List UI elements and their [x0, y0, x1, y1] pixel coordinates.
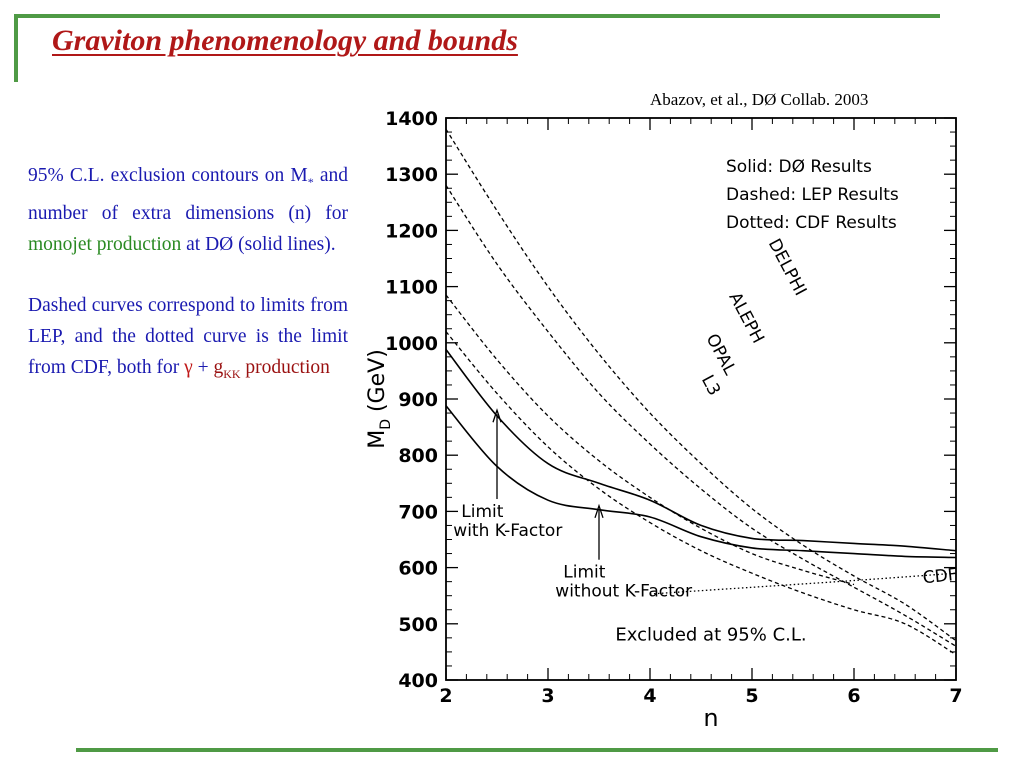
- y-tick-label: 900: [398, 389, 438, 411]
- x-tick-label: 4: [643, 685, 656, 707]
- p1-subscript: *: [307, 174, 314, 189]
- chart-legend: Solid: DØ Results Dashed: LEP Results Dott…: [726, 157, 899, 233]
- y-tick-label: 500: [398, 614, 438, 636]
- frame-bottom-bar: [76, 748, 998, 752]
- p2-g: g: [213, 356, 224, 378]
- x-tick-label: 5: [745, 685, 758, 707]
- y-tick-label: 400: [398, 670, 438, 692]
- y-axis-label: MD (GeV): [365, 349, 394, 449]
- x-tick-label: 6: [847, 685, 860, 707]
- p2-g-subscript: KK: [223, 366, 241, 381]
- y-tick-label: 700: [398, 501, 438, 523]
- y-tick-label: 1100: [385, 277, 438, 299]
- series-cdf: [649, 572, 957, 595]
- x-axis-label: n: [703, 704, 718, 730]
- annotation-arrowhead-1: [594, 503, 604, 518]
- series-limit-with-k-factor: [445, 349, 957, 552]
- paragraph-2: Dashed curves correspond to limits from …: [28, 290, 348, 390]
- chart-ticks: 2 3 4 5 6 7 400 500 600 700 800 900 1000 1100 1200 1300…: [365, 108, 963, 730]
- excluded-region-label: Excluded at 95% C.L.: [615, 625, 806, 646]
- frame-top-bar: [14, 14, 940, 18]
- p1-text-b: and number of extra dimensions (n) for: [28, 165, 349, 224]
- annotation-subtitle-1: without K-Factor: [555, 582, 692, 602]
- curve-label-l3: L3: [697, 372, 724, 399]
- p2-plus: +: [192, 356, 214, 378]
- y-tick-label: 800: [398, 445, 438, 467]
- p1-highlight: monojet production: [28, 233, 182, 255]
- series-delphi: [445, 128, 957, 642]
- y-tick-label: 1000: [385, 333, 438, 355]
- annotation-title-0: Limit: [461, 502, 503, 522]
- curve-label-delphi: DELPHI: [764, 236, 810, 300]
- chart-series: [445, 128, 957, 656]
- x-tick-label: 2: [439, 685, 452, 707]
- y-tick-label: 600: [398, 558, 438, 580]
- annotation-subtitle-0: with K-Factor: [453, 521, 562, 541]
- p2-text-b: production: [240, 356, 330, 378]
- paragraph-1: 95% C.L. exclusion contours on M* and nu…: [28, 160, 348, 260]
- p1-text-c: at DØ (solid lines).: [181, 233, 336, 255]
- annotation-arrowhead-0: [492, 408, 502, 423]
- curve-label-cdf: CDF: [922, 565, 959, 589]
- curve-label-opal: OPAL: [702, 331, 740, 379]
- y-tick-label: 1400: [385, 108, 438, 130]
- x-tick-label: 3: [541, 685, 554, 707]
- y-tick-label: 1300: [385, 164, 438, 186]
- citation: Abazov, et al., DØ Collab. 2003: [650, 90, 869, 109]
- curve-label-aleph: ALEPH: [725, 289, 768, 347]
- legend-entry: Solid: DØ Results: [726, 157, 872, 177]
- series-aleph: [445, 185, 957, 647]
- p1-text-a: 95% C.L. exclusion contours on M: [28, 165, 308, 186]
- series-limit-without-k-factor: [445, 405, 957, 559]
- y-tick-label: 1200: [385, 220, 438, 242]
- slide-title: Graviton phenomenology and bounds: [52, 24, 518, 57]
- annotation-title-1: Limit: [563, 563, 605, 583]
- exclusion-chart: 2 3 4 5 6 7 400 500 600 700 800 900 1000 1100 1200 1300…: [365, 108, 963, 730]
- frame-left-bar: [14, 14, 18, 82]
- p2-gamma: γ: [184, 356, 193, 378]
- series-opal: [445, 294, 855, 586]
- legend-entry: Dashed: LEP Results: [726, 185, 899, 205]
- x-tick-label: 7: [949, 685, 962, 707]
- body-text: 95% C.L. exclusion contours on M* and nu…: [28, 160, 348, 390]
- p2-text-a: Dashed curves correspond to limits from …: [28, 294, 348, 378]
- legend-entry: Dotted: CDF Results: [726, 213, 897, 233]
